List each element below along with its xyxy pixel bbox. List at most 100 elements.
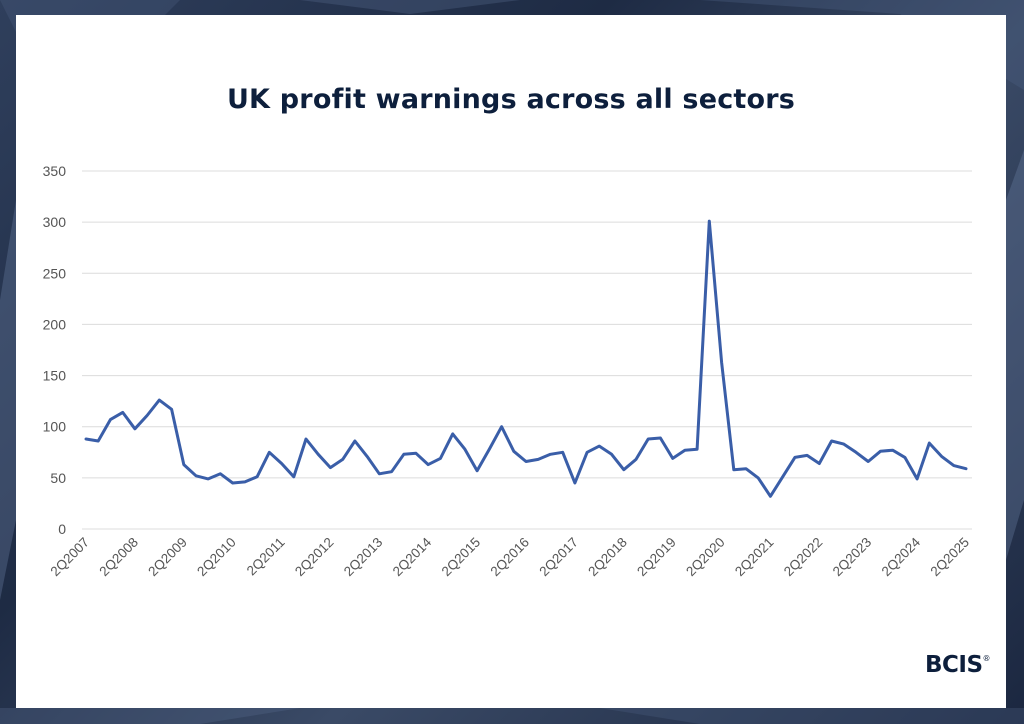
- y-tick-label: 200: [43, 316, 67, 332]
- data-point-2Q2025: [965, 468, 967, 470]
- x-tick-label: 2Q2022: [781, 535, 826, 580]
- data-point-1Q2018: [611, 453, 613, 455]
- data-point-2Q2017: [574, 482, 576, 484]
- data-point-1Q2012: [317, 453, 319, 455]
- data-point-2Q2021: [769, 495, 771, 497]
- x-tick-label: 2Q2024: [879, 534, 924, 579]
- data-point-4Q2023: [892, 449, 894, 451]
- data-point-4Q2018: [647, 438, 649, 440]
- data-point-3Q2021: [782, 476, 784, 478]
- y-tick-label: 0: [58, 521, 66, 537]
- data-point-3Q2014: [439, 457, 441, 459]
- data-point-4Q2013: [403, 453, 405, 455]
- data-point-1Q2025: [953, 465, 955, 467]
- data-point-4Q2016: [549, 453, 551, 455]
- data-point-4Q2008: [158, 399, 160, 401]
- data-point-2Q2022: [818, 463, 820, 464]
- data-point-2Q2012: [329, 467, 331, 469]
- x-tick-label: 2Q2011: [244, 535, 288, 579]
- data-point-1Q2020: [708, 220, 710, 222]
- logo-text: BCIS: [925, 652, 983, 678]
- data-point-3Q2023: [879, 450, 881, 452]
- data-point-4Q2024: [941, 455, 943, 457]
- data-point-2Q2020: [721, 361, 723, 363]
- x-tick-label: 2Q2023: [830, 535, 875, 580]
- chart-title: UK profit warnings across all sectors: [226, 84, 796, 115]
- y-tick-label: 150: [43, 368, 67, 384]
- x-tick-label: 2Q2012: [292, 535, 337, 580]
- data-point-3Q2020: [733, 469, 735, 471]
- data-point-2Q2014: [427, 464, 429, 466]
- x-tick-label: 2Q2016: [488, 535, 533, 580]
- data-point-4Q2020: [745, 468, 747, 470]
- data-point-3Q2016: [537, 458, 539, 460]
- x-tick-label: 2Q2017: [536, 535, 581, 580]
- y-tick-label: 350: [43, 163, 67, 179]
- x-tick-label: 2Q2013: [341, 535, 386, 580]
- data-point-4Q2011: [305, 438, 307, 440]
- data-point-2Q2011: [281, 463, 283, 464]
- x-tick-label: 2Q2015: [439, 535, 484, 580]
- data-point-1Q2017: [562, 451, 564, 453]
- data-point-2Q2010: [232, 482, 234, 484]
- data-point-1Q2021: [757, 477, 759, 479]
- data-point-2Q2023: [867, 461, 869, 462]
- y-axis-labels: 0 50 100 150 200 250 300 350: [43, 163, 67, 537]
- x-tick-label: 2Q2018: [585, 535, 630, 580]
- data-point-2Q2016: [525, 461, 527, 462]
- data-point-1Q2019: [659, 437, 661, 439]
- x-tick-label: 2Q2007: [48, 535, 93, 580]
- data-point-1Q2015: [464, 448, 466, 450]
- x-tick-label: 2Q2020: [683, 535, 728, 580]
- data-point-4Q2022: [843, 443, 845, 445]
- data-point-2Q2007: [85, 438, 87, 440]
- data-point-1Q2013: [366, 455, 368, 457]
- data-point-1Q2011: [268, 451, 270, 453]
- line-chart: 0 50 100 150 200 250 300 350 2Q2007 2Q2008 2Q2009…: [43, 163, 973, 579]
- data-point-4Q2021: [794, 456, 796, 458]
- data-point-1Q2014: [415, 452, 417, 454]
- bcis-logo: BCIS®: [925, 652, 991, 678]
- data-point-4Q2012: [354, 440, 356, 442]
- data-point-3Q2011: [293, 476, 295, 478]
- data-point-4Q2017: [598, 445, 600, 447]
- data-point-1Q2010: [219, 473, 221, 475]
- data-point-3Q2024: [928, 442, 930, 444]
- data-point-3Q2022: [831, 440, 833, 442]
- data-point-3Q2015: [488, 448, 490, 450]
- data-point-3Q2017: [586, 451, 588, 453]
- y-tick-label: 100: [43, 419, 67, 435]
- y-tick-label: 300: [43, 214, 67, 230]
- data-point-4Q2009: [207, 478, 209, 480]
- registered-mark: ®: [982, 654, 991, 663]
- data-point-3Q2018: [635, 458, 637, 460]
- data-point-3Q2013: [391, 471, 393, 473]
- x-tick-label: 2Q2008: [96, 535, 141, 580]
- chart-card: UK profit warnings across all sectors 0 5…: [16, 15, 1006, 708]
- data-point-1Q2016: [513, 450, 515, 452]
- data-point-4Q2007: [109, 419, 111, 421]
- x-tick-label: 2Q2021: [732, 535, 777, 580]
- x-tick-label: 2Q2014: [390, 534, 435, 579]
- data-point-2Q2015: [476, 470, 478, 472]
- data-point-3Q2007: [97, 440, 99, 442]
- data-point-3Q2012: [342, 458, 344, 460]
- data-point-2Q2018: [623, 469, 625, 471]
- x-axis-labels: 2Q2007 2Q2008 2Q2009 2Q2010 2Q2011 2Q2012 2Q20…: [48, 534, 973, 579]
- data-point-1Q2023: [855, 451, 857, 453]
- data-point-4Q2019: [696, 448, 698, 450]
- data-point-2Q2008: [134, 428, 136, 430]
- data-point-1Q2024: [904, 456, 906, 458]
- y-tick-label: 50: [50, 470, 66, 486]
- data-point-3Q2010: [244, 481, 246, 483]
- grid-lines: [82, 170, 972, 530]
- data-point-2Q2024: [916, 478, 918, 480]
- y-tick-label: 250: [43, 265, 67, 281]
- series-layer: [84, 219, 968, 498]
- data-point-1Q2009: [171, 408, 173, 410]
- data-point-2Q2013: [378, 473, 380, 475]
- data-point-2Q2009: [183, 464, 185, 466]
- x-tick-label: 2Q2019: [634, 535, 679, 580]
- data-point-4Q2015: [501, 426, 503, 428]
- data-point-3Q2008: [146, 415, 148, 416]
